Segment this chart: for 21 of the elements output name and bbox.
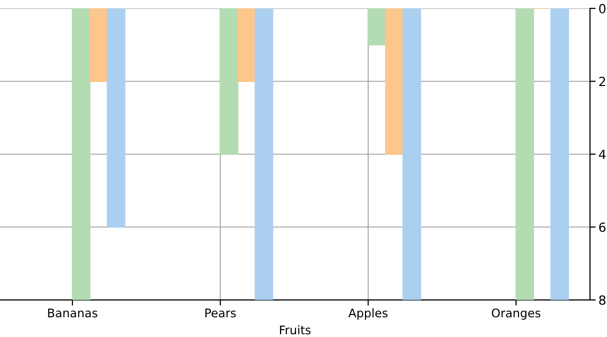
y-tick-label: 4 [598,150,606,159]
y-tick-label: 6 [599,222,606,232]
x-tick-label: Pears [205,308,236,318]
x-tick-label: Oranges [492,308,540,320]
bar [550,8,569,300]
y-tick-label: 0 [599,4,606,14]
bar [385,8,404,155]
bar [237,8,256,82]
bar [89,8,108,82]
bar [368,8,386,46]
x-tick-label: Bananas [48,308,98,318]
y-tick-label: 2 [599,76,606,86]
bar [220,8,238,155]
bar [254,8,274,300]
bar [106,8,126,228]
y-tick-label: 8 [599,295,606,305]
bar [72,8,90,300]
bar [516,8,534,300]
x-tick-label: Apples [348,308,388,320]
bar [402,8,422,300]
x-axis-title: Fruits [280,325,311,334]
